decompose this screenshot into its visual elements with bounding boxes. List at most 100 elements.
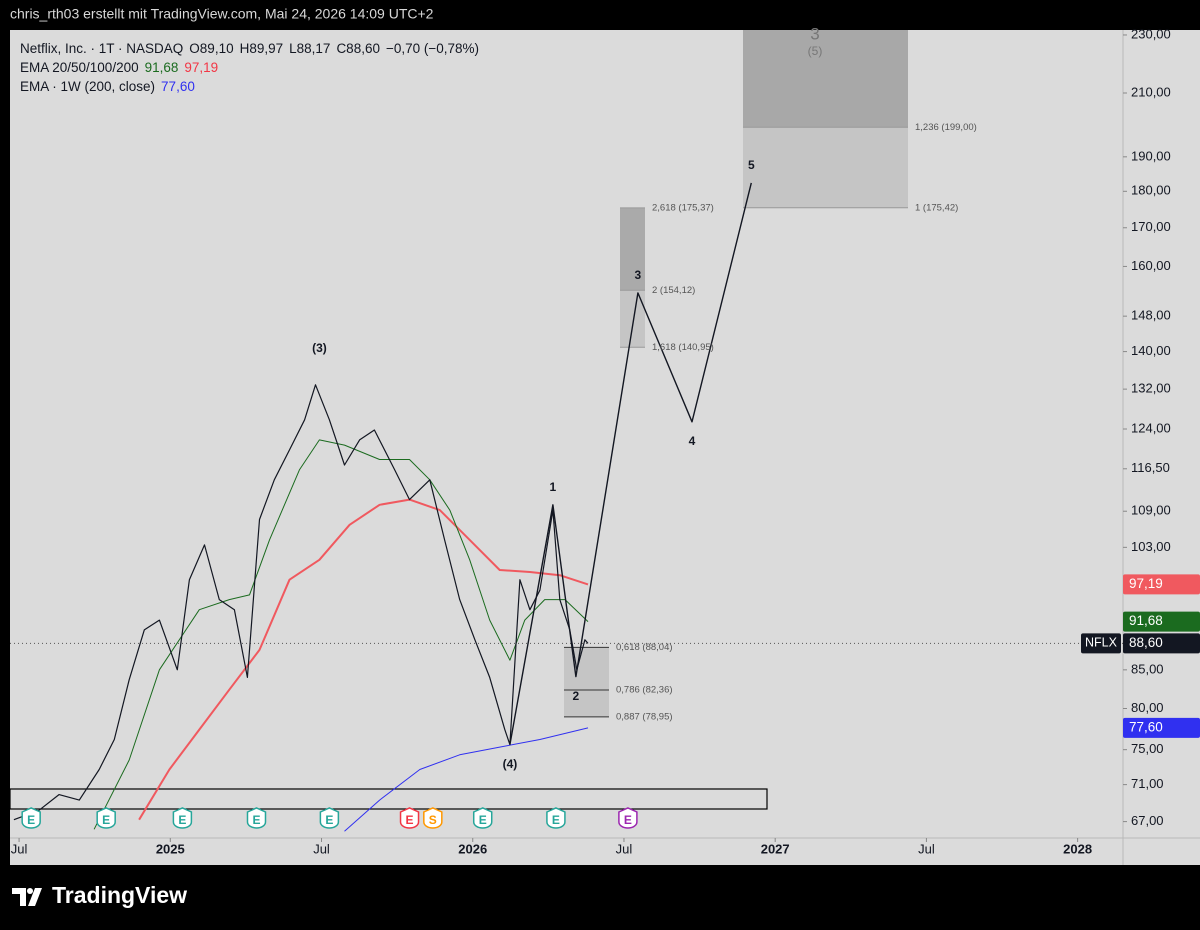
title: Netflix, Inc. · 1T · NASDAQ bbox=[20, 41, 183, 56]
symbol-tag-label: NFLX bbox=[1085, 636, 1118, 650]
legend: Netflix, Inc. · 1T · NASDAQ O89,10 H89,97 L… bbox=[20, 41, 479, 94]
y-tick-label: 230,00 bbox=[1131, 26, 1171, 41]
zone-box bbox=[9, 788, 768, 810]
y-tick-label: 80,00 bbox=[1131, 700, 1164, 715]
x-tick-label: 2028 bbox=[1063, 841, 1092, 856]
y-tick-label: 109,00 bbox=[1131, 503, 1171, 518]
y-tick-label: 71,00 bbox=[1131, 776, 1164, 791]
event-icon bbox=[96, 807, 116, 829]
series-line bbox=[13, 384, 589, 821]
event-label: E bbox=[406, 813, 414, 827]
symbol-tag bbox=[1081, 633, 1121, 654]
event-label: E bbox=[252, 813, 260, 827]
wave-label: 2 bbox=[573, 689, 580, 703]
y-tick-label: 190,00 bbox=[1131, 148, 1171, 163]
event-label: E bbox=[479, 813, 487, 827]
event-icon bbox=[246, 807, 267, 829]
ohlc: L88,17 bbox=[289, 41, 330, 56]
y-tick-label: 116,50 bbox=[1131, 460, 1170, 475]
y-tick-label: 140,00 bbox=[1131, 343, 1171, 358]
x-tick-label: Jul bbox=[918, 841, 935, 856]
y-tick-label: 67,00 bbox=[1131, 813, 1164, 828]
ohlc: −0,70 (−0,78%) bbox=[386, 41, 479, 56]
logo: TradingView bbox=[12, 882, 187, 908]
fib-label: 0,786 (82,36) bbox=[616, 684, 673, 695]
fib-zone bbox=[743, 30, 908, 128]
y-tick-label: 148,00 bbox=[1131, 308, 1171, 323]
x-tick-label: Jul bbox=[313, 841, 330, 856]
event-label: E bbox=[325, 813, 333, 827]
header-text: chris_rth03 erstellt mit TradingView.com… bbox=[10, 6, 434, 22]
series-line bbox=[138, 498, 589, 821]
wave-label: (4) bbox=[503, 757, 518, 771]
legend-value: 77,60 bbox=[161, 79, 195, 94]
wave-label: 1 bbox=[550, 480, 557, 494]
logo-mark bbox=[12, 888, 42, 906]
legend-title: Netflix, Inc. · 1T · NASDAQ O89,10 H89,97 L… bbox=[20, 41, 479, 56]
y-tick-label: 85,00 bbox=[1131, 661, 1164, 676]
fib-box bbox=[564, 647, 609, 717]
brand: TradingView bbox=[52, 882, 187, 908]
legend-name: EMA 20/50/100/200 bbox=[20, 60, 139, 75]
fib-label: 1,236 (199,00) bbox=[915, 122, 977, 133]
legend-ema: EMA 20/50/100/200 91,68 97,19 bbox=[20, 60, 218, 75]
x-tick-label: Jul bbox=[11, 841, 28, 856]
series-line bbox=[93, 439, 589, 830]
price-tag-label: 88,60 bbox=[1129, 635, 1163, 650]
event-label: E bbox=[178, 813, 186, 827]
event-icon bbox=[618, 807, 638, 829]
target-label: (5) bbox=[808, 44, 823, 58]
plot-area bbox=[10, 30, 1123, 832]
logo-dot bbox=[27, 888, 33, 894]
fib-label: 1,618 (140,95) bbox=[652, 342, 714, 353]
price-tag bbox=[1123, 574, 1200, 595]
ohlc: O89,10 bbox=[189, 41, 233, 56]
x-tick-label: 2026 bbox=[458, 841, 487, 856]
price-tag bbox=[1123, 611, 1200, 632]
y-tick-label: 210,00 bbox=[1131, 84, 1171, 99]
legend-value: 97,19 bbox=[184, 60, 218, 75]
fib-label: 0,887 (78,95) bbox=[616, 711, 673, 722]
fib-label: 0,618 (88,04) bbox=[616, 642, 673, 653]
event-label: E bbox=[102, 813, 110, 827]
fib-zone bbox=[620, 207, 645, 291]
price-tag bbox=[1123, 633, 1200, 654]
y-tick-label: 170,00 bbox=[1131, 219, 1171, 234]
x-tick-label: Jul bbox=[616, 841, 633, 856]
price-tag-label: 77,60 bbox=[1129, 719, 1163, 734]
y-tick-label: 160,00 bbox=[1131, 258, 1171, 273]
y-tick-label: 180,00 bbox=[1131, 183, 1171, 198]
price-tag bbox=[1123, 717, 1200, 738]
ohlc: C88,60 bbox=[336, 41, 380, 56]
event-label: E bbox=[552, 813, 560, 827]
legend-ema-weekly: EMA · 1W (200, close) 77,60 bbox=[20, 79, 195, 94]
y-tick-label: 75,00 bbox=[1131, 741, 1164, 756]
legend-value: 91,68 bbox=[145, 60, 179, 75]
wave-label: 5 bbox=[748, 158, 755, 172]
price-tag-label: 97,19 bbox=[1129, 576, 1163, 591]
series-line bbox=[344, 727, 589, 832]
chart-panel bbox=[10, 30, 1200, 865]
event-icon bbox=[472, 807, 493, 829]
fib-label: 2 (154,12) bbox=[652, 285, 695, 296]
price-tag-label: 91,68 bbox=[1129, 613, 1163, 628]
y-tick-label: 103,00 bbox=[1131, 539, 1171, 554]
event-label: S bbox=[429, 813, 437, 827]
y-tick-label: 132,00 bbox=[1131, 381, 1171, 396]
legend-name: EMA · 1W (200, close) bbox=[20, 79, 155, 94]
target-label: 3 bbox=[810, 24, 819, 43]
wave-label: 3 bbox=[635, 268, 642, 282]
event-label: E bbox=[624, 813, 632, 827]
event-icon bbox=[399, 807, 420, 829]
fib-label: 2,618 (175,37) bbox=[652, 202, 714, 213]
ohlc: H89,97 bbox=[240, 41, 284, 56]
event-icon bbox=[546, 807, 566, 829]
wave-label: 4 bbox=[689, 434, 696, 448]
event-icon bbox=[423, 807, 443, 829]
fib-label: 1 (175,42) bbox=[915, 202, 958, 213]
wave-label: (3) bbox=[312, 341, 327, 355]
event-label: E bbox=[27, 813, 35, 827]
event-icon bbox=[172, 807, 193, 829]
